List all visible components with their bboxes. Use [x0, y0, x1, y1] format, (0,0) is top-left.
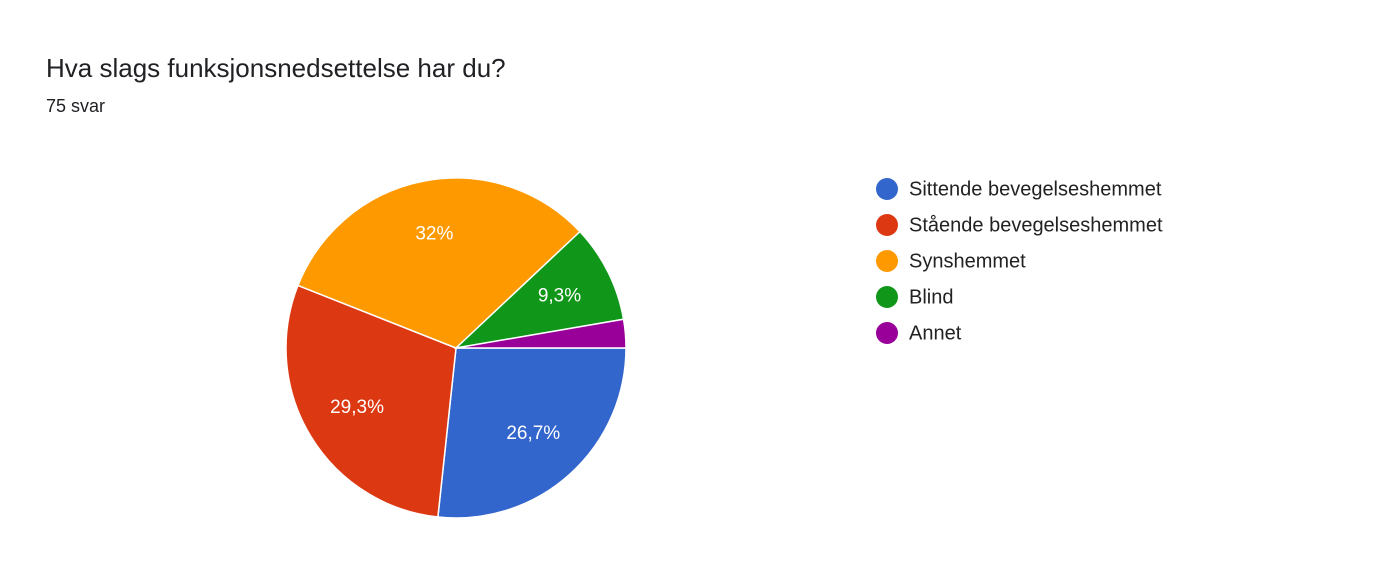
data-label: 26,7% [506, 423, 560, 444]
pie-slice [455, 318, 627, 349]
legend-marker [876, 214, 898, 236]
legend-label: Synshemmet [909, 250, 1026, 272]
data-label: 32% [415, 223, 453, 244]
legend-label: Stående bevegelseshemmet [909, 214, 1163, 236]
legend-marker [876, 322, 898, 344]
legend-marker [876, 286, 898, 308]
legend-label: Sittende bevegelseshemmet [909, 178, 1162, 200]
pie-slice [437, 347, 627, 519]
legend-marker [876, 250, 898, 272]
legend-label: Annet [909, 322, 962, 344]
data-label: 9,3% [538, 286, 581, 307]
legend-label: Blind [909, 286, 953, 308]
chart-subtitle: 75 svar [46, 96, 105, 116]
legend-marker [876, 178, 898, 200]
pie-slice [285, 284, 457, 518]
data-label: 29,3% [330, 397, 384, 418]
chart-title: Hva slags funksjonsnedsettelse har du? [46, 53, 506, 83]
pie-slice [296, 177, 581, 349]
pie-slice [453, 230, 625, 350]
